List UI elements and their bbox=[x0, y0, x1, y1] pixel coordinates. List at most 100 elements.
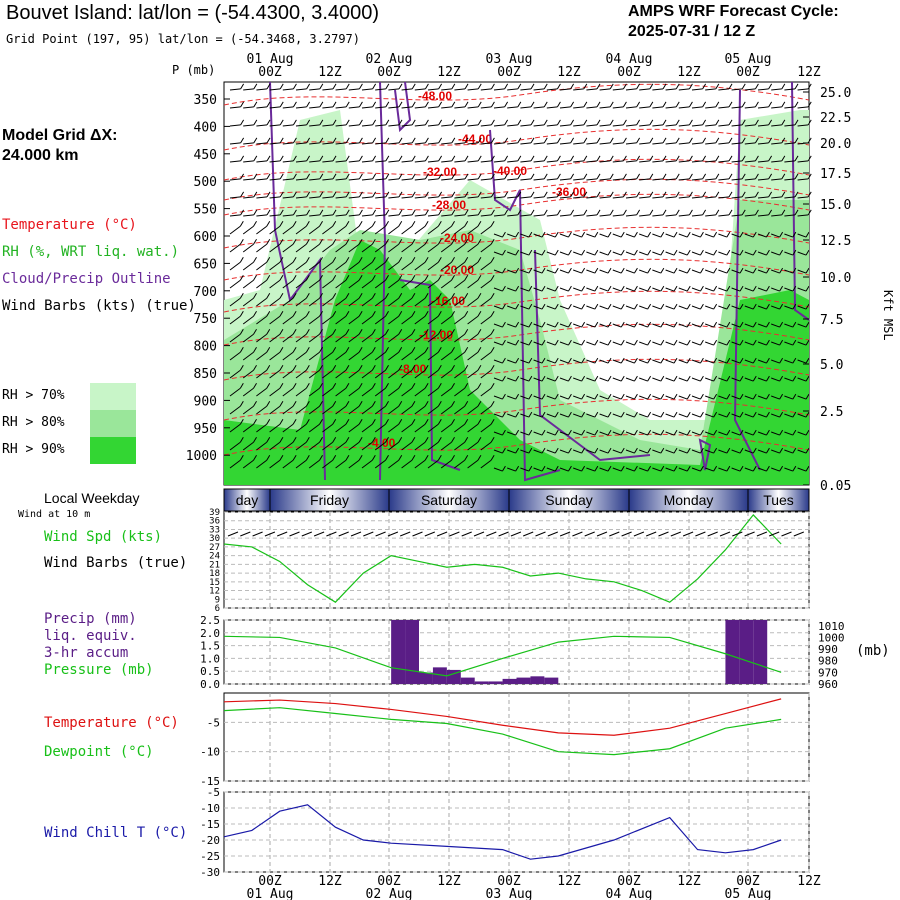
wind-barb bbox=[520, 287, 529, 292]
wind-barb-flag bbox=[633, 429, 638, 436]
wind-barb bbox=[322, 333, 334, 343]
wind-barb-flag bbox=[501, 447, 506, 454]
wind-barb bbox=[691, 160, 703, 163]
wind-barb-flag bbox=[306, 191, 311, 198]
wind-barb bbox=[229, 297, 241, 307]
wind-barb bbox=[493, 305, 503, 310]
wind-barb-flag bbox=[649, 209, 654, 216]
wind-barb bbox=[771, 106, 782, 109]
wind-barb-flag bbox=[464, 173, 469, 180]
wind-barb bbox=[374, 441, 386, 451]
wind-barb bbox=[797, 305, 807, 310]
wind-barb bbox=[427, 196, 439, 199]
wind-barb-flag bbox=[673, 267, 678, 274]
wind-barb-flag bbox=[411, 292, 416, 299]
wind-barb bbox=[414, 351, 426, 361]
wind-barb bbox=[771, 323, 780, 328]
wind-barb bbox=[480, 297, 492, 307]
wind-barb bbox=[427, 441, 439, 451]
wind-barb-flag bbox=[594, 339, 599, 346]
wind-barb bbox=[731, 449, 741, 454]
wind-barb-flag bbox=[398, 400, 403, 407]
wind-barb bbox=[718, 269, 727, 274]
wind-barb bbox=[705, 142, 716, 145]
wind-barb bbox=[652, 287, 661, 292]
wind-barb-flag bbox=[451, 364, 455, 371]
wind-barb-flag bbox=[752, 249, 757, 256]
wind-barb bbox=[388, 351, 400, 361]
wind-barb bbox=[784, 287, 793, 292]
wind-barb bbox=[322, 214, 334, 217]
wind-barb bbox=[243, 214, 254, 217]
wind-barb bbox=[625, 341, 635, 346]
wind-barb-flag bbox=[805, 429, 810, 436]
wind-barb-flag bbox=[702, 191, 707, 198]
wind-barb bbox=[374, 279, 386, 289]
wind-barb-flag bbox=[686, 447, 691, 454]
wind-tick-label: 39 bbox=[209, 508, 220, 518]
wind-barb bbox=[256, 214, 268, 217]
wind-barb bbox=[454, 225, 466, 235]
wind-barb-flag bbox=[713, 339, 718, 346]
wind-barb-flag bbox=[554, 465, 559, 472]
wind-barb-flag bbox=[541, 285, 546, 292]
wind-barb-flag bbox=[688, 83, 693, 90]
wind-barb bbox=[480, 405, 492, 415]
wind-barb bbox=[493, 88, 505, 91]
wind-barb-flag bbox=[713, 249, 718, 256]
wind-barb-flag bbox=[779, 249, 784, 256]
wind-barb-flag bbox=[554, 411, 559, 418]
wind-barb-flag bbox=[305, 418, 310, 425]
wind-barb-flag bbox=[768, 101, 773, 108]
wind-barb-flag bbox=[622, 119, 627, 126]
temperature-contour-label: -12.00 bbox=[419, 328, 453, 342]
wind-barb-flag bbox=[477, 364, 482, 371]
wind-barb-flag bbox=[541, 375, 546, 382]
wind-barb-flag bbox=[358, 328, 363, 335]
wind-barb bbox=[599, 251, 609, 256]
wind-barb-flag bbox=[805, 249, 810, 256]
wind-barb-flag bbox=[305, 274, 310, 281]
precip-bar bbox=[725, 620, 740, 684]
top-date-label: 02 Aug bbox=[366, 52, 413, 67]
wind-barb-flag bbox=[596, 209, 601, 216]
wind-barb-flag bbox=[647, 249, 652, 256]
wind-barb bbox=[348, 88, 360, 91]
wind-barb bbox=[229, 214, 241, 217]
wind-barb-flag bbox=[424, 436, 429, 443]
wind-barb bbox=[665, 124, 677, 127]
wind-barb-flag bbox=[596, 83, 601, 90]
wind-barb-flag bbox=[647, 357, 652, 364]
wind-barb bbox=[665, 467, 675, 472]
wind-barb-flag bbox=[567, 249, 572, 256]
wind-barb-flag bbox=[647, 429, 652, 436]
wind-tick-label: 9 bbox=[215, 595, 220, 605]
wind-barb bbox=[507, 431, 516, 436]
wind-barb-flag bbox=[306, 137, 311, 144]
wind-barb bbox=[718, 305, 727, 310]
wind-barb bbox=[335, 315, 347, 325]
wind-tick-label: 12 bbox=[209, 587, 220, 597]
wind-barb-flag bbox=[660, 303, 665, 310]
wind-barb-flag bbox=[501, 267, 506, 274]
wind-barb bbox=[507, 106, 518, 109]
wind-barb bbox=[599, 395, 609, 400]
wind-barb-flag bbox=[358, 238, 363, 245]
wind-barb-flag bbox=[437, 400, 442, 407]
wind-barb bbox=[441, 214, 452, 217]
wind-barb bbox=[361, 387, 373, 397]
wind-barb-flag bbox=[253, 209, 258, 216]
wind-barb-flag bbox=[385, 454, 389, 461]
wind-barb-flag bbox=[253, 364, 257, 371]
temperature-contour bbox=[223, 398, 810, 421]
wind-barb-flag bbox=[411, 382, 416, 389]
top-hour-label: 00Z bbox=[258, 65, 282, 80]
wind-barb-flag bbox=[398, 364, 403, 371]
wind-barb-flag bbox=[662, 137, 667, 144]
rh90-swatch bbox=[90, 437, 136, 464]
wind-barb bbox=[322, 160, 334, 163]
wind-barb bbox=[744, 359, 754, 364]
wind-barb bbox=[256, 315, 268, 325]
wind-barb bbox=[718, 359, 727, 364]
wind-barb-flag bbox=[292, 418, 297, 425]
